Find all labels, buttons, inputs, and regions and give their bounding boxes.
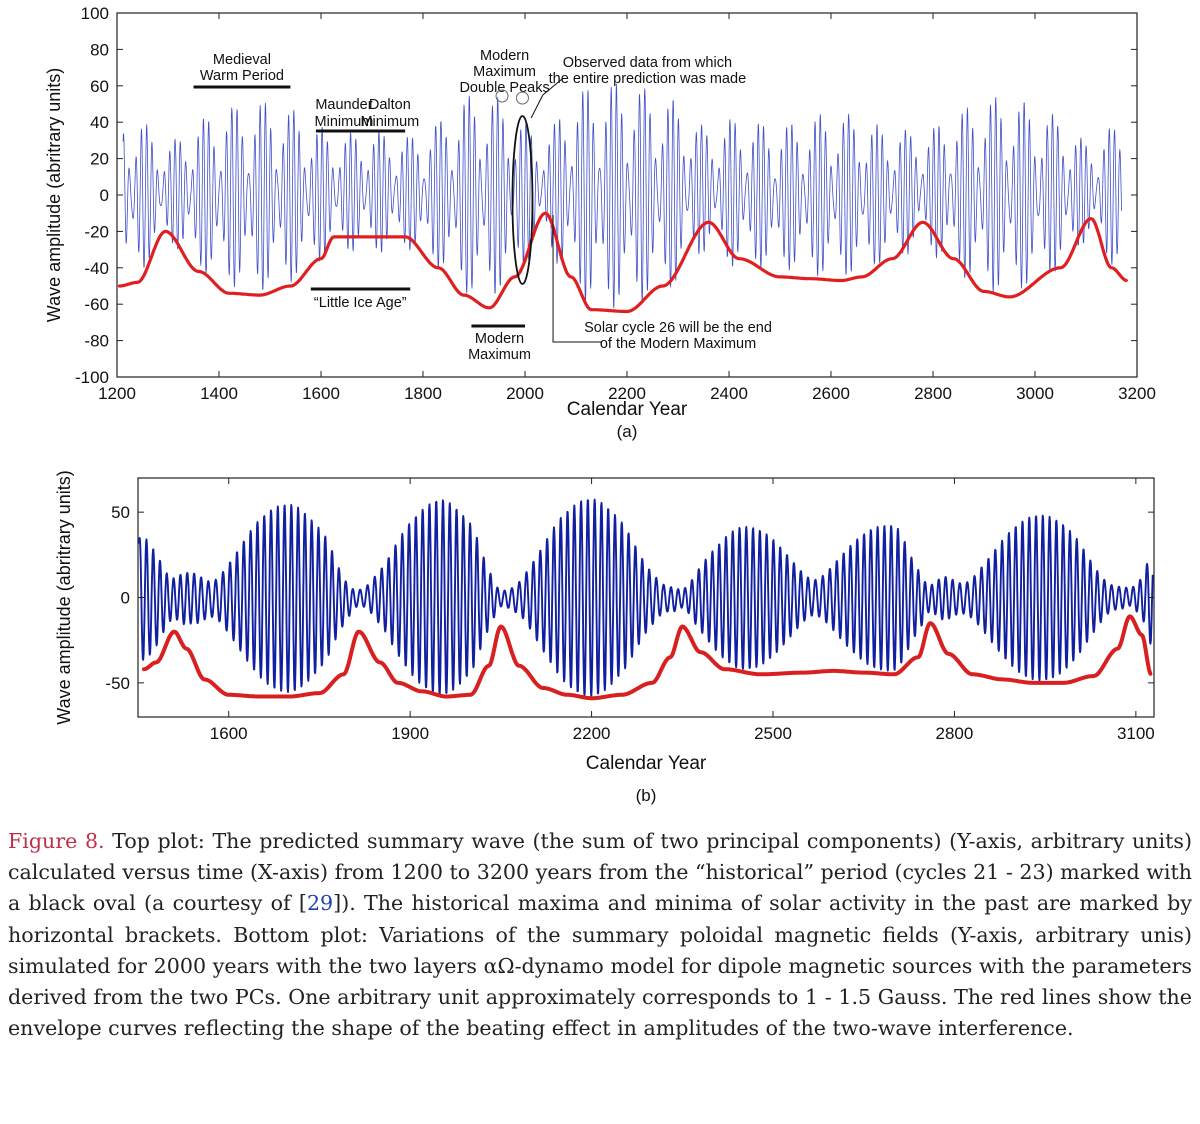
panel-label: (a)	[617, 422, 638, 441]
x-tick-label: 2800	[914, 384, 952, 403]
y-tick-label: 0	[100, 186, 109, 205]
y-tick-label: -80	[84, 332, 109, 351]
annotation-double-peaks-line1: Modern	[480, 48, 529, 64]
observed-pointer-line	[530, 77, 564, 119]
annotation-solar-cycle-line2: of the Modern Maximum	[600, 336, 756, 352]
x-axis-label: Calendar Year	[567, 399, 688, 420]
annotation-maunder-line2: Minimum	[315, 114, 374, 130]
panel-b: 1600 1900 2200 2500 2800 3100 50 0 -50 Calendar Y…	[54, 470, 1155, 805]
annotation-modern-max-line2: Maximum	[468, 347, 531, 363]
annotation-observed-line2: the entire prediction was made	[549, 71, 746, 87]
caption-text-2: ]). The historical maxima and minima of …	[8, 891, 1192, 1041]
figure-caption: Figure 8. Top plot: The predicted summar…	[8, 826, 1192, 1044]
panel-a: 1200 1400 1600 1800 2000 2200 2400 2600 2800 3000…	[44, 4, 1156, 441]
y-tick-label: -100	[75, 368, 109, 387]
y-tick-label: -40	[84, 259, 109, 278]
x-tick-label: 2600	[812, 384, 850, 403]
annotation-dalton-line2: Minimum	[360, 114, 419, 130]
annotation-double-peaks-line2: Maximum	[473, 64, 536, 80]
solar-cycle-pointer-line	[552, 215, 602, 343]
x-tick-label: 1600	[302, 384, 340, 403]
y-tick-label: -20	[84, 222, 109, 241]
x-tick-label: 2200	[573, 724, 611, 743]
figure-label: Figure 8.	[8, 829, 105, 853]
caption-reference-link[interactable]: 29	[306, 891, 334, 916]
annotation-medieval-line2: Warm Period	[200, 68, 284, 84]
x-tick-label: 2000	[506, 384, 544, 403]
y-tick-label: 60	[90, 77, 109, 96]
x-tick-label: 1800	[404, 384, 442, 403]
x-tick-label: 3100	[1117, 724, 1155, 743]
x-tick-label: 3200	[1118, 384, 1156, 403]
annotation-modern-max-line1: Modern	[475, 331, 524, 347]
series-envelope-line	[142, 614, 1153, 701]
series-wave-line	[122, 83, 1122, 308]
annotation-solar-cycle-line1: Solar cycle 26 will be the end	[584, 320, 772, 336]
y-tick-label: 100	[81, 4, 109, 23]
y-tick-label: -50	[105, 674, 130, 693]
y-tick-label: 50	[111, 503, 130, 522]
series-wave-line	[138, 498, 1154, 698]
y-tick-label: 40	[90, 113, 109, 132]
x-tick-label: 2400	[710, 384, 748, 403]
y-axis-label: Wave amplitude (abritrary units)	[44, 68, 64, 322]
annotation-observed-line1: Observed data from which	[563, 55, 732, 71]
annotation-medieval-line1: Medieval	[213, 52, 271, 68]
y-tick-label: -60	[84, 295, 109, 314]
x-tick-label: 2800	[936, 724, 974, 743]
y-tick-label: 0	[121, 589, 130, 608]
annotation-double-peaks-line3: Double Peaks	[459, 80, 549, 96]
y-tick-label: 20	[90, 150, 109, 169]
series-envelope-line	[117, 211, 1128, 314]
x-tick-label: 1400	[200, 384, 238, 403]
figure-8-charts: 1200 1400 1600 1800 2000 2200 2400 2600 2800 3000…	[44, 4, 1156, 805]
annotation-little-ice-age: “Little Ice Age”	[314, 295, 407, 311]
x-tick-label: 2500	[754, 724, 792, 743]
panel-label: (b)	[636, 786, 657, 805]
historical-period-oval	[511, 115, 534, 285]
annotation-maunder-line1: Maunder	[315, 97, 372, 113]
annotation-dalton-line1: Dalton	[369, 97, 411, 113]
y-tick-label: 80	[90, 40, 109, 59]
x-tick-label: 3000	[1016, 384, 1054, 403]
x-tick-label: 1200	[98, 384, 136, 403]
x-tick-label: 1900	[391, 724, 429, 743]
double-peak-marker	[495, 89, 509, 103]
double-peak-marker	[515, 91, 529, 105]
x-tick-label: 1600	[210, 724, 248, 743]
x-tick-label: 2200	[608, 384, 646, 403]
caption-text-1: Top plot: The predicted summary wave (th…	[8, 829, 1192, 916]
y-axis-label: Wave amplitude (abritrary units)	[54, 470, 74, 724]
x-axis-label: Calendar Year	[586, 753, 707, 774]
